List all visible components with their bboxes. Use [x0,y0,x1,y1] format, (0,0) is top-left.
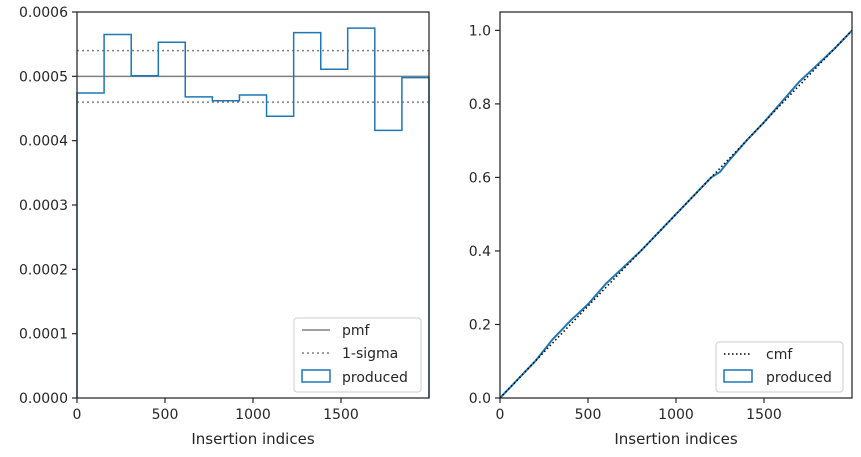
left-y-tick-label: 0.0000 [19,391,68,407]
right-x-tick-label: 1000 [658,407,694,423]
right-y-tick-label: 0.2 [469,317,491,333]
left-y-tick-label: 0.0001 [19,327,68,343]
left-y-tick-label: 0.0005 [19,69,68,85]
right-x-axis-label: Insertion indices [614,430,737,448]
legend-produced-label-right: produced [766,370,832,386]
right-y-tick-label: 0.4 [469,244,491,260]
right-y-tick-label: 0.6 [469,170,491,186]
left-x-tick-label: 1000 [235,407,271,423]
right-x-tick-label: 500 [575,407,602,423]
right-x-tick-label: 1500 [746,407,782,423]
left-x-tick-label: 1500 [323,407,359,423]
left-x-axis-label: Insertion indices [191,430,314,448]
right-x-ticks: 0 500 1000 1500 [496,398,782,423]
left-y-tick-label: 0.0003 [19,198,68,214]
left-y-ticks: 0.0000 0.0001 0.0002 0.0003 0.0004 0.0005 0.00… [19,5,77,407]
legend-sigma-label: 1-sigma [342,346,398,362]
produced-cumulative-line [499,29,853,399]
left-x-ticks: 0 500 1000 1500 [73,398,359,423]
left-chart: 0.0000 0.0001 0.0002 0.0003 0.0004 0.0005 0.00… [19,5,430,448]
legend-cmf-label: cmf [766,347,793,363]
right-legend: cmf produced [715,341,844,393]
right-legend-frame [715,341,844,393]
right-x-tick-label: 0 [496,407,505,423]
right-y-ticks: 0.0 0.2 0.4 0.6 0.8 1.0 [469,23,500,407]
legend-produced-swatch-right [723,369,753,383]
right-y-tick-label: 1.0 [469,23,491,39]
left-y-tick-label: 0.0002 [19,262,68,278]
left-legend: pmf 1-sigma produced [293,317,422,393]
right-chart: 0.0 0.2 0.4 0.6 0.8 1.0 0 500 1000 1500 Insertio… [469,11,853,448]
left-x-tick-label: 500 [152,407,179,423]
legend-pmf-label: pmf [342,323,371,339]
left-x-tick-label: 0 [73,407,82,423]
right-marks [499,29,853,399]
right-y-tick-label: 0.8 [469,97,491,113]
left-marks [76,27,430,398]
cmf-line [499,29,853,399]
left-legend-frame [293,317,422,393]
legend-produced-swatch [301,369,331,383]
legend-produced-label: produced [342,370,408,386]
left-y-tick-label: 0.0004 [19,134,68,150]
left-y-tick-label: 0.0006 [19,5,68,21]
right-y-tick-label: 0.0 [469,391,491,407]
produced-histogram [76,27,430,398]
